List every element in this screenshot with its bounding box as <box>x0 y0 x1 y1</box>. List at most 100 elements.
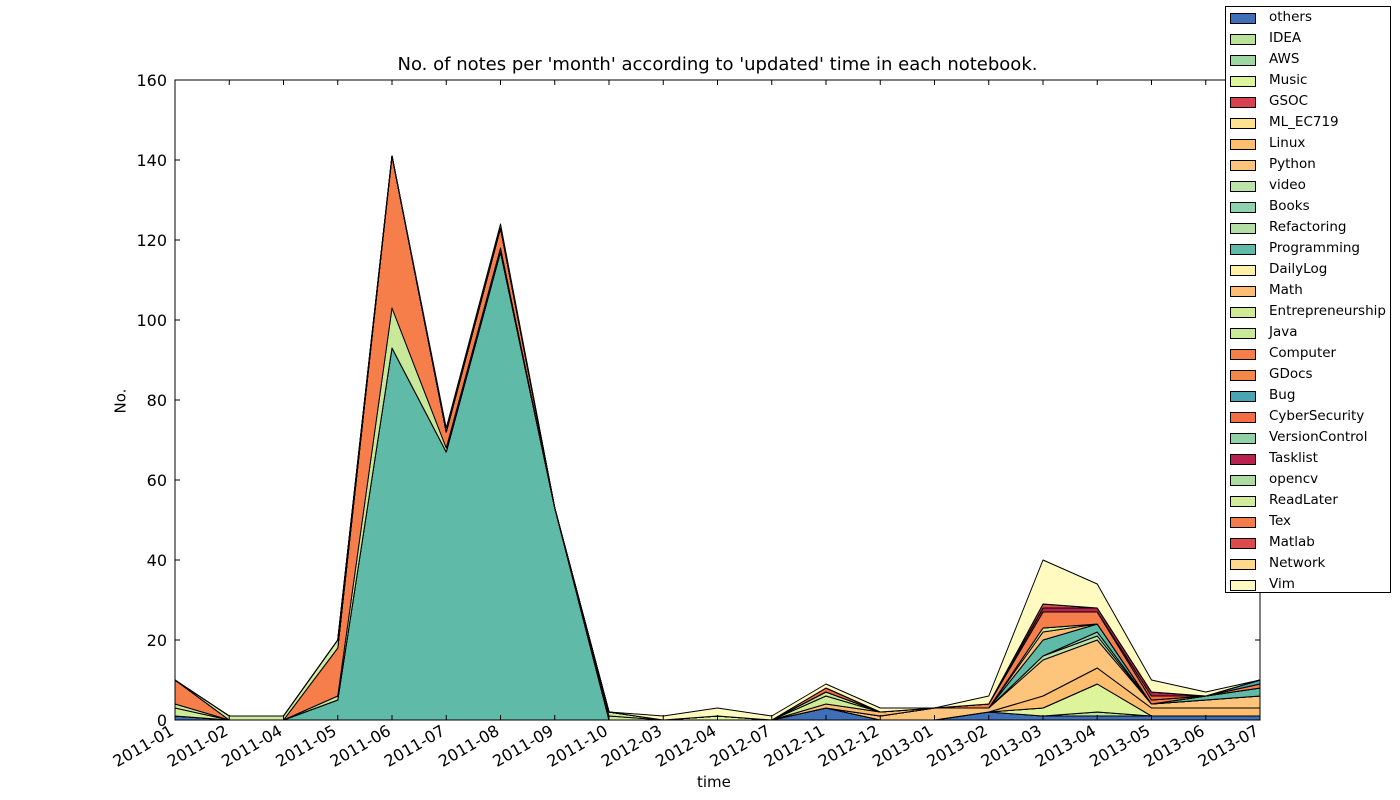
y-tick-label: 120 <box>136 231 167 250</box>
area-layers <box>174 155 1261 721</box>
legend-item-cybersecurity: CyberSecurity <box>1230 407 1388 428</box>
legend-label: Math <box>1269 282 1303 298</box>
x-tick-label: 2011-06 <box>327 721 394 771</box>
legend-label: CyberSecurity <box>1269 408 1365 424</box>
legend-item-dailylog: DailyLog <box>1230 260 1388 281</box>
legend-label: Programming <box>1269 240 1360 256</box>
x-tick-label: 2013-04 <box>1032 721 1099 771</box>
x-tick-label: 2013-02 <box>923 721 990 771</box>
x-tick-label: 2013-06 <box>1140 721 1207 771</box>
x-tick-label: 2011-10 <box>544 721 611 771</box>
legend-item-readlater: ReadLater <box>1230 491 1388 512</box>
legend-swatch <box>1230 328 1256 339</box>
legend-label: Vim <box>1269 576 1295 592</box>
legend-swatch <box>1230 223 1256 234</box>
legend-item-gsoc: GSOC <box>1230 92 1388 113</box>
legend-swatch <box>1230 580 1256 591</box>
legend-label: ML_EC719 <box>1269 114 1339 130</box>
x-tick-label: 2011-07 <box>381 721 448 771</box>
legend-label: Music <box>1269 72 1308 88</box>
x-tick-label: 2012-11 <box>761 721 828 771</box>
x-tick-label: 2011-04 <box>218 721 285 771</box>
legend-swatch <box>1230 538 1256 549</box>
legend-item-bug: Bug <box>1230 386 1388 407</box>
y-tick-label: 140 <box>136 151 167 170</box>
y-tick-labels: 0 20 40 60 80 100 120 140 160 <box>136 71 167 730</box>
x-tick-label: 2011-09 <box>489 721 556 771</box>
legend-label: IDEA <box>1269 30 1302 46</box>
x-tick-label: 2012-04 <box>652 721 719 771</box>
legend-swatch <box>1230 55 1256 66</box>
legend-item-opencv: opencv <box>1230 470 1388 491</box>
x-tick-label: 2011-05 <box>272 721 339 771</box>
legend-label: Computer <box>1269 345 1337 361</box>
legend-label: Tex <box>1269 513 1292 529</box>
chart-title: No. of notes per 'month' according to 'u… <box>397 54 1038 75</box>
x-tick-label: 2012-07 <box>706 721 773 771</box>
legend-item-java: Java <box>1230 323 1388 344</box>
legend-label: GDocs <box>1269 366 1313 382</box>
legend-label: Network <box>1269 555 1326 571</box>
legend-item-math: Math <box>1230 281 1388 302</box>
legend-swatch <box>1230 307 1256 318</box>
legend-swatch <box>1230 34 1256 45</box>
x-tick-label: 2013-07 <box>1195 721 1262 771</box>
legend-swatch <box>1230 454 1256 465</box>
legend-swatch <box>1230 97 1256 108</box>
x-tick-label: 2013-05 <box>1086 721 1153 771</box>
legend-item-python: Python <box>1230 155 1388 176</box>
y-tick-label: 40 <box>147 551 167 570</box>
legend-label: Java <box>1269 324 1298 340</box>
legend-swatch <box>1230 202 1256 213</box>
legend-label: video <box>1269 177 1306 193</box>
legend-swatch <box>1230 433 1256 444</box>
y-tick-label: 60 <box>147 471 167 490</box>
x-tick-label: 2011-02 <box>164 721 231 771</box>
legend-item-network: Network <box>1230 554 1388 575</box>
x-tick-label: 2012-03 <box>598 721 665 771</box>
legend: others IDEA AWS Music GSOC ML_EC719 Linux Pytho… <box>1225 6 1391 593</box>
legend-swatch <box>1230 286 1256 297</box>
legend-swatch <box>1230 349 1256 360</box>
legend-label: Books <box>1269 198 1310 214</box>
legend-label: Python <box>1269 156 1316 172</box>
legend-swatch <box>1230 139 1256 150</box>
legend-label: Matlab <box>1269 534 1315 550</box>
legend-label: Linux <box>1269 135 1306 151</box>
legend-swatch <box>1230 475 1256 486</box>
legend-item-gdocs: GDocs <box>1230 365 1388 386</box>
legend-label: Bug <box>1269 387 1296 403</box>
y-tick-label: 0 <box>157 711 167 730</box>
legend-swatch <box>1230 76 1256 87</box>
legend-swatch <box>1230 181 1256 192</box>
legend-swatch <box>1230 412 1256 423</box>
legend-label: Entrepreneurship <box>1269 303 1386 319</box>
legend-item-computer: Computer <box>1230 344 1388 365</box>
legend-item-linux: Linux <box>1230 134 1388 155</box>
legend-label: AWS <box>1269 51 1300 67</box>
legend-item-refactoring: Refactoring <box>1230 218 1388 239</box>
legend-swatch <box>1230 370 1256 381</box>
legend-swatch <box>1230 517 1256 528</box>
y-tick-label: 20 <box>147 631 167 650</box>
legend-label: Tasklist <box>1269 450 1318 466</box>
legend-swatch <box>1230 244 1256 255</box>
legend-swatch <box>1230 265 1256 276</box>
legend-label: DailyLog <box>1269 261 1328 277</box>
legend-swatch <box>1230 496 1256 507</box>
legend-item-tex: Tex <box>1230 512 1388 533</box>
legend-item-programming: Programming <box>1230 239 1388 260</box>
legend-item-matlab: Matlab <box>1230 533 1388 554</box>
legend-item-tasklist: Tasklist <box>1230 449 1388 470</box>
legend-item-others: others <box>1230 8 1388 29</box>
legend-item-aws: AWS <box>1230 50 1388 71</box>
legend-item-books: Books <box>1230 197 1388 218</box>
y-axis-label: No. <box>111 388 130 414</box>
legend-swatch <box>1230 559 1256 570</box>
x-tick-label: 2013-01 <box>869 721 936 771</box>
legend-item-video: video <box>1230 176 1388 197</box>
y-tick-label: 160 <box>136 71 167 90</box>
legend-swatch <box>1230 13 1256 24</box>
legend-label: VersionControl <box>1269 429 1368 445</box>
